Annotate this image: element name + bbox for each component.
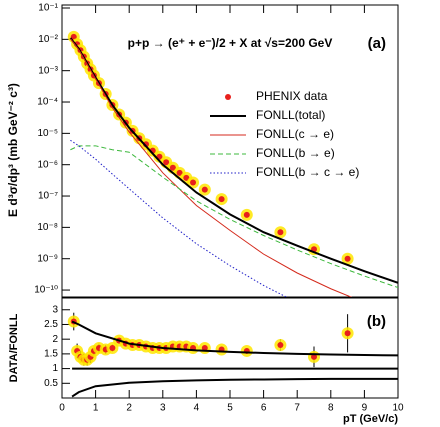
y-tick-label: 10⁻¹⁰ <box>34 285 58 296</box>
y-tick-label: 10⁻² <box>38 34 58 45</box>
x-tick-label: 0 <box>59 403 65 414</box>
x-tick-label: 6 <box>261 403 267 414</box>
data-point <box>201 186 208 193</box>
x-tick-label: 4 <box>194 403 200 414</box>
y-tick-label: 10⁻⁸ <box>37 222 58 233</box>
x-tick-label: 3 <box>160 403 166 414</box>
data-point <box>163 159 170 166</box>
data-point <box>109 345 116 351</box>
x-tick-label: 8 <box>328 403 334 414</box>
legend-label: FONLL(total) <box>256 108 325 122</box>
legend-label: FONLL(c → e) <box>256 127 334 141</box>
data-point <box>344 255 351 262</box>
data-point <box>183 174 190 181</box>
data-point <box>218 196 225 203</box>
y-tick-label: 10⁻⁷ <box>38 191 58 202</box>
x-tick-label: 5 <box>227 403 233 414</box>
curve <box>70 38 353 297</box>
x-tick-label: 9 <box>362 403 368 414</box>
y-tick-label: 10⁻⁵ <box>37 128 58 139</box>
data-point <box>201 345 208 351</box>
data-point <box>190 179 197 186</box>
x-tick-label: 1 <box>93 403 99 414</box>
curve <box>69 37 398 284</box>
plot-area <box>67 30 398 297</box>
panel-label: (b) <box>367 313 386 330</box>
curve <box>71 377 398 398</box>
y-tick-label: 10⁻⁶ <box>37 159 58 170</box>
curve <box>71 320 398 357</box>
legend-label: FONLL(b → c → e) <box>256 165 359 179</box>
data-point <box>311 353 317 360</box>
data-point <box>277 229 284 236</box>
y-tick-label: 10⁻³ <box>38 65 58 76</box>
y-tick-label: 2 <box>52 334 58 345</box>
y-tick-label: 3 <box>52 304 58 315</box>
data-point <box>169 164 176 171</box>
panel-label: (a) <box>368 35 386 52</box>
legend-marker <box>225 94 231 100</box>
y-tick-label: 10⁻¹ <box>38 3 58 14</box>
data-point <box>243 211 250 218</box>
y-tick-label: 10⁻⁹ <box>37 253 58 264</box>
x-tick-label: 7 <box>294 403 300 414</box>
y-tick-label: 10⁻⁴ <box>37 97 58 108</box>
legend-label: PHENIX data <box>256 89 328 103</box>
y-axis-label: DATA/FONLL <box>8 313 20 382</box>
y-tick-label: 2.5 <box>44 319 58 330</box>
y-tick-label: 0.5 <box>44 378 58 389</box>
curve <box>70 145 398 289</box>
y-tick-label: 1.5 <box>44 349 58 360</box>
plot-area <box>67 312 398 398</box>
data-point <box>70 33 77 40</box>
legend-label: FONLL(b → e) <box>256 146 335 160</box>
data-point <box>344 330 351 337</box>
x-tick-label: 2 <box>126 403 132 414</box>
y-tick-label: 1 <box>52 363 58 374</box>
x-axis-label: pT (GeV/c) <box>343 413 398 425</box>
data-point <box>176 169 183 176</box>
data-point <box>277 342 284 349</box>
chart-title: p+p → (e⁺ + e⁻)/2 + X at √s=200 GeV <box>128 36 333 50</box>
x-tick-label: 10 <box>392 403 404 414</box>
y-axis-label: E d³σ/dp³ (mb GeV⁻² c³) <box>6 83 20 217</box>
